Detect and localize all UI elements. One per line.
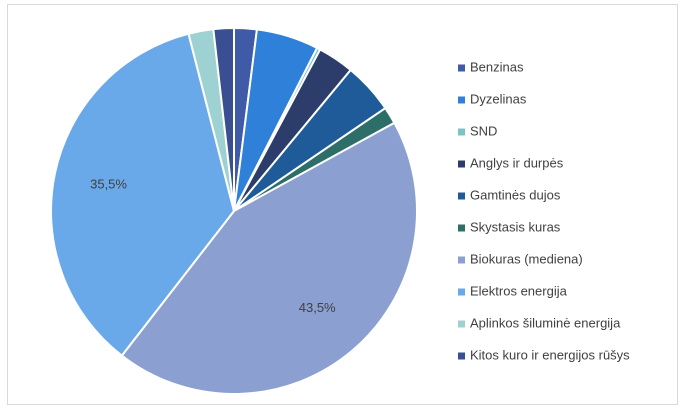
legend-swatch	[458, 96, 465, 104]
pie-slice	[50, 32, 236, 358]
legend-swatch	[458, 224, 465, 232]
data-label: 35,5%	[90, 176, 127, 191]
pie-slice	[212, 26, 235, 212]
legend-label: Biokuras (mediena)	[470, 251, 583, 266]
legend-swatch	[458, 288, 465, 296]
legend-label: Aplinkos šiluminė energija	[470, 315, 621, 330]
legend-label: SND	[470, 123, 497, 138]
legend-swatch	[458, 64, 465, 72]
legend-label: Anglys ir durpės	[470, 155, 564, 170]
legend-swatch	[458, 256, 465, 264]
legend-swatch	[458, 320, 465, 328]
legend-swatch	[458, 128, 465, 136]
legend-label: Skystasis kuras	[470, 219, 561, 234]
legend-label: Dyzelinas	[470, 91, 527, 106]
legend-label: Benzinas	[470, 59, 524, 74]
legend-swatch	[458, 352, 465, 360]
legend-label: Elektros energija	[470, 283, 568, 298]
legend-label: Kitos kuro ir energijos rūšys	[470, 347, 630, 362]
legend-swatch	[458, 160, 465, 168]
legend-swatch	[458, 192, 465, 200]
legend-label: Gamtinės dujos	[470, 187, 561, 202]
data-label: 43,5%	[299, 300, 336, 315]
pie-slice	[120, 121, 418, 395]
